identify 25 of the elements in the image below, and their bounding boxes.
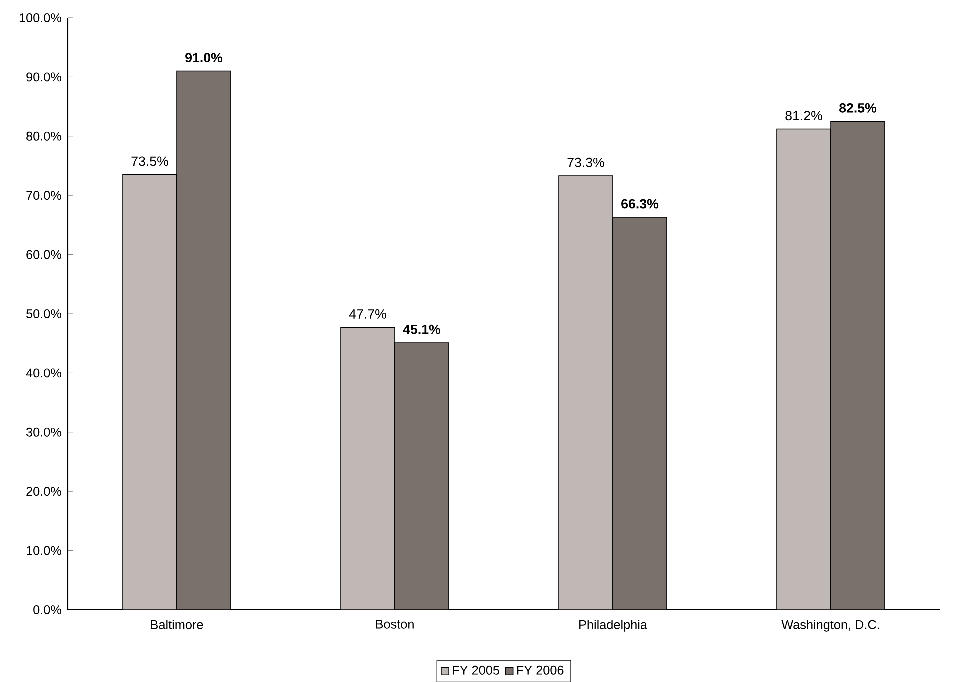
- data-label: 73.5%: [132, 156, 168, 166]
- y-tick-label: 50.0%: [26, 309, 62, 318]
- data-label: 66.3%: [622, 199, 659, 209]
- legend-label: FY 2006: [517, 666, 564, 675]
- y-tick-label: 20.0%: [26, 486, 62, 496]
- y-tick-label: 60.0%: [26, 250, 62, 260]
- x-tick-label: Washington, D.C.: [782, 620, 880, 632]
- data-label: 82.5%: [840, 103, 877, 113]
- y-tick-label: 30.0%: [26, 428, 62, 437]
- data-label: 73.3%: [568, 158, 604, 168]
- y-tick-label: 100.0%: [20, 13, 62, 22]
- y-tick-label: 40.0%: [26, 368, 62, 378]
- y-tick-label: 80.0%: [26, 132, 62, 141]
- x-tick-label: Philadelphia: [580, 620, 648, 632]
- data-label: 45.1%: [403, 324, 441, 334]
- data-label: 81.2%: [786, 110, 822, 120]
- legend-label: FY 2005: [453, 666, 500, 675]
- data-label: 91.0%: [186, 52, 223, 62]
- x-tick-label: Baltimore: [151, 620, 204, 630]
- y-tick-label: 70.0%: [26, 190, 62, 200]
- y-tick-label: 90.0%: [26, 72, 62, 82]
- y-tick-label: 10.0%: [27, 546, 62, 556]
- data-label: 47.7%: [349, 309, 386, 319]
- y-tick-label: 0.0%: [34, 605, 62, 614]
- x-tick-label: Boston: [376, 620, 414, 629]
